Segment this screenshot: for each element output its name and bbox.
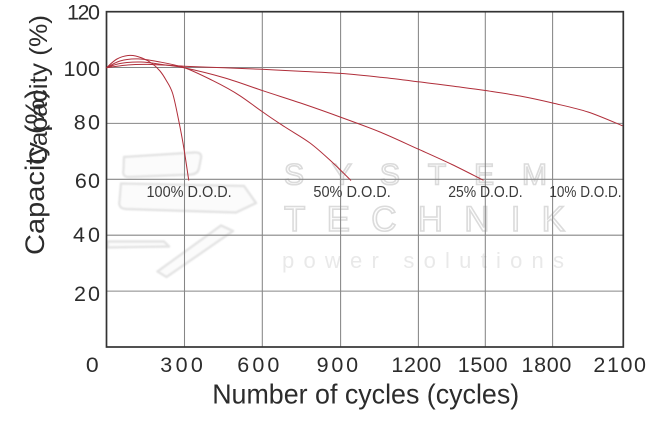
- svg-text:power solutions: power solutions: [282, 248, 564, 273]
- svg-text:TECHNIK: TECHNIK: [284, 200, 565, 239]
- svg-text:0: 0: [86, 353, 99, 377]
- svg-text:2100: 2100: [593, 353, 646, 377]
- svg-text:20: 20: [74, 282, 100, 306]
- svg-text:60: 60: [75, 169, 100, 193]
- svg-text:600: 600: [237, 353, 279, 377]
- svg-text:100% D.O.D.: 100% D.O.D.: [147, 184, 232, 201]
- svg-text:100: 100: [64, 57, 101, 81]
- svg-text:Capacity (%): Capacity (%): [25, 15, 53, 165]
- svg-text:80: 80: [74, 111, 100, 135]
- svg-text:50% D.O.D.: 50% D.O.D.: [313, 184, 390, 201]
- svg-text:25% D.O.D.: 25% D.O.D.: [448, 184, 522, 201]
- svg-text:40: 40: [73, 223, 100, 247]
- svg-text:1500: 1500: [458, 353, 508, 377]
- svg-text:Capacity (%): Capacity (%): [20, 89, 50, 255]
- svg-text:300: 300: [160, 353, 203, 377]
- svg-text:1200: 1200: [391, 353, 441, 377]
- svg-text:120: 120: [67, 1, 100, 25]
- svg-text:10% D.O.D.: 10% D.O.D.: [549, 184, 621, 201]
- svg-text:1800: 1800: [522, 353, 572, 377]
- svg-text:Number of cycles (cycles): Number of cycles (cycles): [212, 379, 519, 410]
- svg-text:900: 900: [317, 353, 359, 377]
